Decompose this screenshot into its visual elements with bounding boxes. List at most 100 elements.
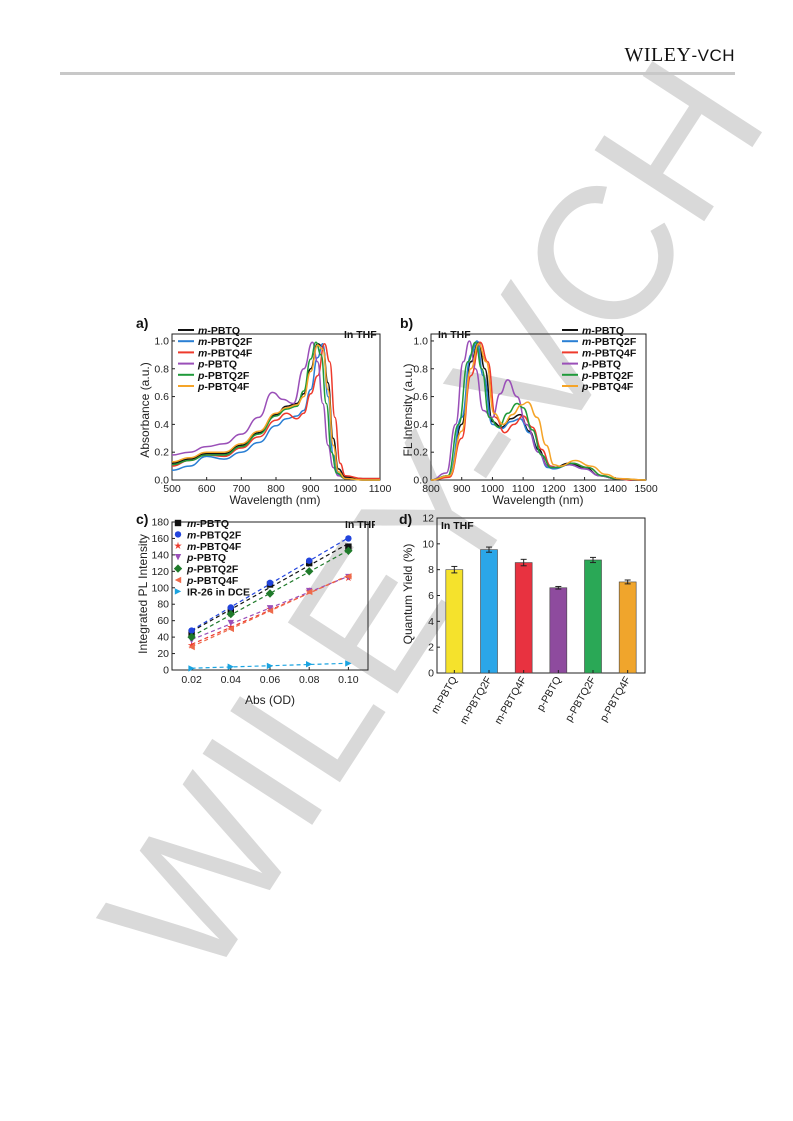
panel-c-point-IR-26 in DCE [227, 663, 234, 670]
panel-b-ytick-label: 1.0 [413, 335, 428, 347]
panel-b-series-p-PBTQ [430, 340, 647, 481]
panel-c-xtick-label: 0.10 [338, 674, 359, 686]
panel-b-xtick-label: 1500 [634, 483, 658, 495]
panel-c-fit-p-PBTQ2F [191, 549, 349, 637]
panel-c-point-p-PBTQ4F [266, 607, 274, 614]
panel-d-ytick-label: 8 [428, 564, 434, 576]
panel-b-xtick-label: 1300 [573, 483, 597, 495]
panel-c-note: In THF [345, 519, 375, 531]
panel-c-point-p-PBTQ4F [306, 588, 313, 596]
panel-c-legend-m-PBTQ2F-label: m-PBTQ2F [187, 529, 242, 541]
panel-c-ytick-label: 160 [151, 533, 169, 545]
panel-a-legend-m-PBTQ2F-label: m-PBTQ2F [198, 336, 253, 348]
panel-d-bar-m-PBTQ [445, 569, 464, 674]
panel-c-point-p-PBTQ4F [227, 625, 234, 633]
panel-c-label: c) [136, 511, 148, 527]
panel-b-xlabel: Wavelength (nm) [493, 493, 584, 507]
panel-a-legend-p-PBTQ-label: p-PBTQ [197, 359, 237, 371]
panel-b-plot-frame [430, 333, 647, 481]
panel-b-legend-m-PBTQ4F-label: m-PBTQ4F [582, 347, 637, 359]
panel-b-label: b) [400, 315, 413, 331]
panel-c-ylabel: Integrated PL Intensity [136, 534, 150, 654]
panel-b-ytick-label: 0.4 [413, 419, 428, 431]
panel-c-legend-IR-26 in DCE-marker [174, 588, 182, 595]
publisher-name: WILEY [624, 44, 692, 66]
panel-a-ytick-label: 0.6 [154, 391, 169, 403]
panel-d-ytick-label: 10 [422, 538, 434, 550]
panel-c-ytick-label: 140 [151, 549, 169, 561]
panel-a-label: a) [136, 315, 148, 331]
panel-c-xtick-label: 0.06 [260, 674, 281, 686]
panel-a-legend-m-PBTQ4F-label: m-PBTQ4F [198, 347, 253, 359]
panel-c-xtick-label: 0.02 [181, 674, 202, 686]
panel-c-integrated-pl-chart: c) In THF Abs (OD) Integrated PL Intensi… [136, 511, 375, 707]
panel-d-xtick-label: p-PBTQ [535, 675, 564, 714]
panel-c-plot-area: 0.02 0.04 0.06 0.08 0.10 0 20 40 60 80 100 120 140 16… [151, 517, 369, 686]
panel-c-point-IR-26 in DCE [188, 665, 195, 672]
panel-a-series-m-PBTQ4F [171, 342, 380, 480]
panel-c-point-m-PBTQ2F [227, 604, 234, 611]
panel-a-xtick-label: 500 [163, 483, 181, 495]
panel-d-ytick-label: 4 [428, 616, 434, 628]
panel-d-ytick-label: 12 [422, 513, 434, 525]
panel-a-xtick-label: 800 [267, 483, 285, 495]
panel-c-point-p-PBTQ2F [265, 589, 275, 598]
panel-a-xtick-label: 600 [198, 483, 216, 495]
panel-c-ytick-label: 20 [157, 648, 169, 660]
panel-c-legend-IR-26 in DCE-label: IR-26 in DCE [187, 586, 250, 598]
panel-b-ytick-label: 0.0 [413, 475, 428, 487]
panel-a-ytick-label: 1.0 [154, 335, 169, 347]
panel-c-legend-p-PBTQ4F-label: p-PBTQ4F [186, 575, 239, 587]
panel-d-note: In THF [441, 520, 474, 532]
panel-a-xtick-label: 1000 [334, 483, 358, 495]
panel-b-legend-p-PBTQ2F-label: p-PBTQ2F [581, 370, 634, 382]
panel-b-legend-m-PBTQ-label: m-PBTQ [582, 325, 624, 337]
panel-a-xlabel: Wavelength (nm) [230, 493, 321, 507]
panel-c-ytick-label: 180 [151, 517, 169, 529]
panel-b-legend-p-PBTQ-label: p-PBTQ [581, 359, 621, 371]
panel-c-ytick-label: 40 [157, 632, 169, 644]
panel-d-ytick-label: 2 [428, 642, 434, 654]
panel-a-series-m-PBTQ2F [171, 342, 380, 481]
panel-a-series-p-PBTQ2F [171, 341, 380, 481]
publisher-suffix: -VCH [691, 46, 735, 65]
panel-d-xtick-label: p-PBTQ2F [563, 675, 598, 724]
panel-c-point-m-PBTQ2F [188, 627, 195, 634]
panel-d-xtick-label: p-PBTQ4F [598, 675, 633, 724]
panel-c-point-p-PBTQ4F [345, 573, 352, 580]
panel-b-ytick-label: 0.8 [413, 363, 428, 375]
panel-c-ytick-label: 0 [163, 665, 169, 677]
panel-c-point-p-PBTQ [227, 619, 234, 627]
panel-a-xtick-label: 700 [233, 483, 251, 495]
panel-c-point-m-PBTQ2F [266, 579, 274, 587]
panel-c-legend-m-PBTQ-marker [174, 519, 182, 527]
panel-d-bar-m-PBTQ2F [480, 549, 498, 674]
panel-b-plot-area: 800 900 1000 1100 1200 1300 1400 1500 0.0 0.2 0.4 0… [413, 325, 657, 495]
panel-c-point-IR-26 in DCE [306, 661, 313, 668]
panel-c-point-IR-26 in DCE [345, 660, 352, 667]
panel-a-ytick-label: 0.2 [154, 447, 169, 459]
panel-d-label: d) [399, 511, 412, 527]
panel-b-ylabel: FL Intensity (a.u.) [401, 364, 415, 457]
panel-a-ylabel: Absorbance (a.u.) [138, 362, 152, 457]
panel-c-point-IR-26 in DCE [266, 662, 274, 670]
panel-b-fluorescence-chart: b) In THF Wavelength (nm) FL Intensity (… [400, 315, 658, 507]
panel-c-legend-p-PBTQ-marker [174, 554, 182, 561]
panel-a-series-m-PBTQ [171, 342, 380, 480]
panel-c-legend-p-PBTQ-label: p-PBTQ [186, 552, 226, 564]
panel-c-xlabel: Abs (OD) [245, 693, 295, 707]
panel-d-quantum-yield-chart: d) In THF Quantum Yield (%) 0 2 4 6 8 10 12 m-P… [399, 511, 646, 727]
panel-b-note: In THF [438, 329, 471, 341]
panel-c-xtick-label: 0.04 [221, 674, 242, 686]
panel-b-xtick-label: 1100 [512, 483, 535, 495]
panel-d-xtick-label: m-PBTQ4F [492, 675, 529, 727]
panel-a-series-p-PBTQ4F [171, 344, 380, 481]
panel-b-xtick-label: 1400 [604, 483, 628, 495]
panel-c-xtick-label: 0.08 [299, 674, 320, 686]
panel-d-bar-p-PBTQ2F [584, 559, 602, 674]
panel-d-bar-m-PBTQ4F [514, 562, 533, 674]
panel-a-legend-m-PBTQ-label: m-PBTQ [198, 325, 240, 337]
panel-c-point-p-PBTQ [266, 605, 274, 612]
panel-c-fit-m-PBTQ [191, 543, 349, 632]
